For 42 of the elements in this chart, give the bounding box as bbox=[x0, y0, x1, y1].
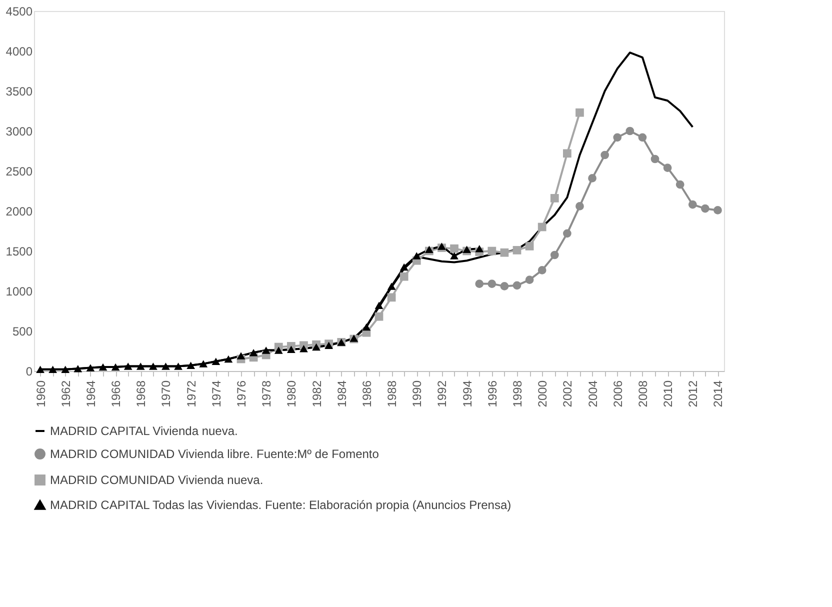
x-tick-label: 1982 bbox=[310, 380, 324, 408]
x-tick-label: 1992 bbox=[435, 380, 450, 408]
x-tick-label: 2002 bbox=[560, 380, 575, 408]
x-tick-label: 2006 bbox=[610, 380, 625, 408]
y-tick-label: 2500 bbox=[6, 164, 33, 178]
x-tick-label: 2008 bbox=[636, 380, 650, 408]
x-tick-label: 1994 bbox=[460, 380, 474, 408]
y-tick-label: 3000 bbox=[6, 124, 33, 138]
legend-label: MADRID COMUNIDAD Vivienda nueva. bbox=[50, 473, 264, 487]
x-tick-label: 1986 bbox=[360, 380, 374, 408]
x-tick-label: 1962 bbox=[58, 380, 73, 408]
x-tick-label: 2012 bbox=[686, 380, 700, 408]
y-tick-label: 1500 bbox=[6, 244, 33, 258]
y-tick-label: 4000 bbox=[6, 44, 33, 58]
x-tick-label: 2010 bbox=[661, 380, 676, 408]
y-tick-label: 4500 bbox=[6, 4, 33, 18]
x-tick-label: 1998 bbox=[510, 380, 524, 408]
x-tick-label: 1996 bbox=[485, 380, 500, 408]
x-tick-label: 1976 bbox=[234, 380, 248, 408]
x-tick-label: 1970 bbox=[159, 380, 174, 408]
x-tick-label: 1990 bbox=[410, 380, 424, 408]
y-tick-label: 3500 bbox=[6, 84, 33, 98]
x-tick-label: 1968 bbox=[134, 380, 148, 408]
legend-label: MADRID COMUNIDAD Vivienda libre. Fuente:Mº de Fomento bbox=[50, 447, 380, 461]
x-tick-label: 1988 bbox=[385, 380, 400, 408]
y-tick-label: 500 bbox=[12, 324, 33, 338]
x-tick-label: 1972 bbox=[184, 380, 198, 408]
x-tick-label: 2000 bbox=[536, 380, 550, 408]
y-tick-label: 0 bbox=[26, 364, 33, 378]
x-tick-label: 1978 bbox=[260, 380, 274, 408]
x-tick-label: 1960 bbox=[34, 380, 48, 408]
y-tick-label: 2000 bbox=[6, 204, 33, 218]
legend-label: MADRID CAPITAL Todas las Viviendas. Fuente: Elaboración propia (Anuncios Prensa) bbox=[50, 498, 512, 512]
x-tick-label: 1980 bbox=[284, 380, 299, 408]
x-tick-label: 1966 bbox=[109, 380, 124, 408]
x-tick-label: 2014 bbox=[711, 380, 726, 408]
legend-label: MADRID CAPITAL Vivienda nueva. bbox=[50, 424, 238, 438]
x-tick-label: 1964 bbox=[84, 380, 98, 408]
x-tick-label: 2004 bbox=[586, 380, 600, 408]
x-tick-label: 1984 bbox=[334, 380, 349, 408]
y-tick-label: 1000 bbox=[6, 284, 33, 298]
x-tick-label: 1974 bbox=[209, 380, 224, 408]
